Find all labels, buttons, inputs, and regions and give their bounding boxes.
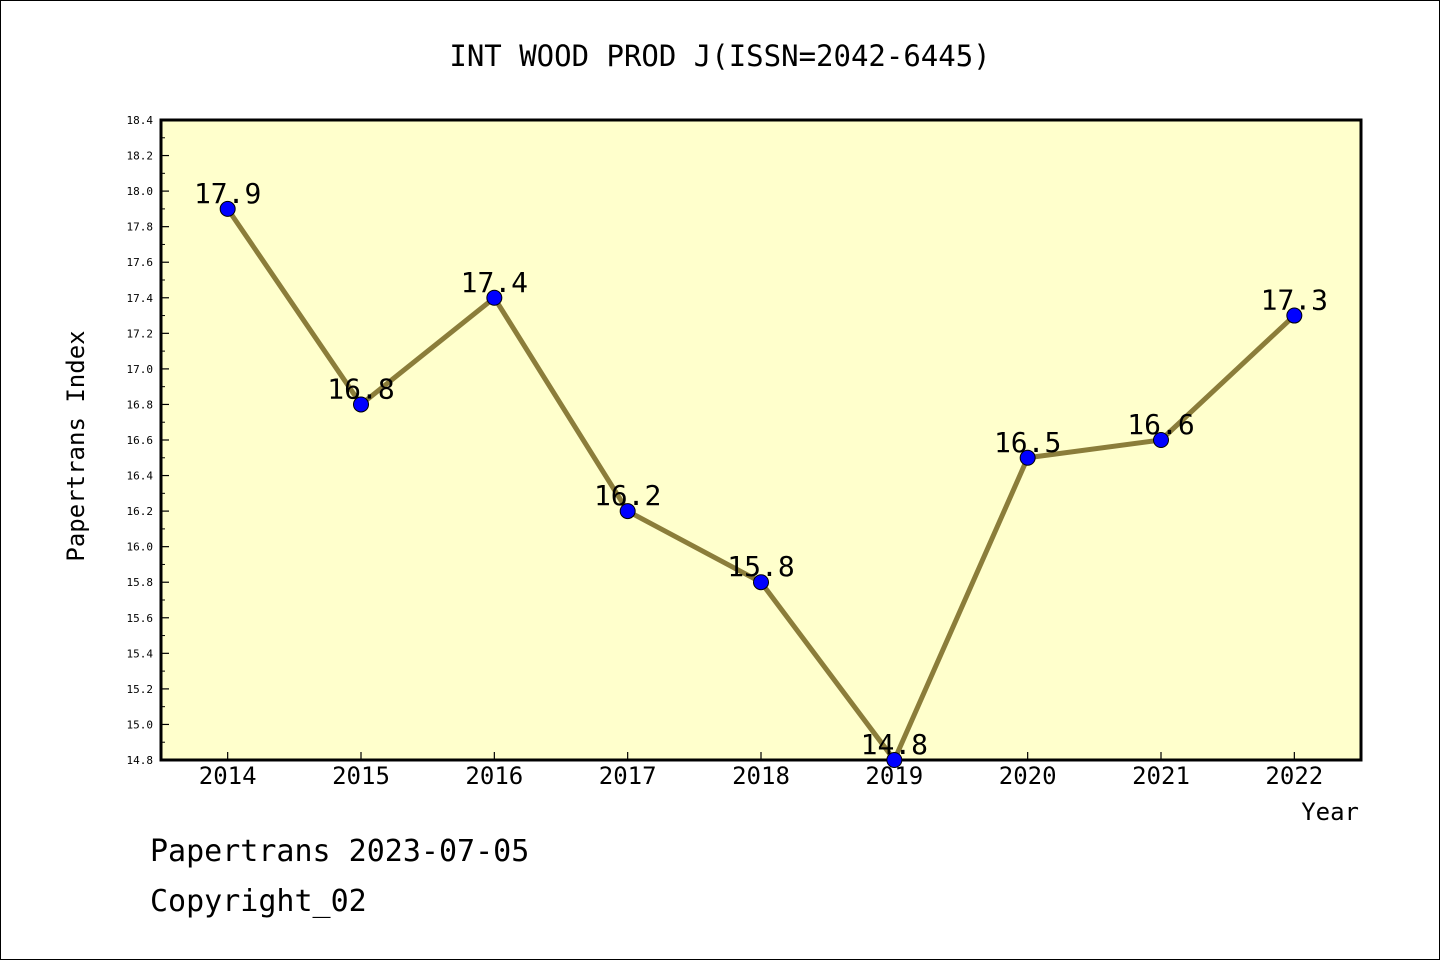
- x-tick-label: 2021: [1132, 762, 1190, 790]
- data-point: [886, 752, 903, 768]
- data-label: 16.2: [594, 479, 661, 512]
- x-tick-label: 2014: [199, 762, 257, 790]
- x-tick-label: 2020: [999, 762, 1057, 790]
- x-tick-label: 2015: [332, 762, 390, 790]
- y-axis: 14.8 15.0 15.2 15.4 15.6 15.8 16.0 16.2 16.4 16.6…: [127, 114, 169, 767]
- y-tick-label: 17.8: [127, 221, 154, 234]
- data-point: [486, 289, 503, 306]
- data-point: [1286, 307, 1303, 324]
- y-tick-label: 18.2: [127, 150, 154, 163]
- data-label: 16.5: [994, 426, 1061, 459]
- x-axis: 2014 2015 2016 2017 2018 2019 2020 2021 2022: [199, 752, 1323, 790]
- data-point: [353, 396, 369, 413]
- x-tick-label: 2017: [599, 762, 657, 790]
- data-label: 16.6: [1127, 408, 1194, 441]
- y-tick-label: 16.0: [127, 541, 154, 554]
- y-tick-label: 15.0: [127, 718, 154, 731]
- y-tick-label: 18.4: [127, 114, 154, 127]
- data-label: 16.8: [327, 372, 394, 405]
- footer-copyright-line: Copyright_02: [150, 884, 367, 919]
- y-tick-label: 16.4: [127, 470, 154, 483]
- y-axis-label: Papertrans Index: [62, 330, 90, 561]
- y-tick-label: 16.8: [127, 398, 154, 411]
- x-axis-label: Year: [1301, 798, 1359, 826]
- y-tick-label: 17.6: [127, 256, 154, 269]
- y-tick-label: 17.2: [127, 327, 154, 340]
- y-tick-label: 16.6: [127, 434, 154, 447]
- chart-title: INT WOOD PROD J(ISSN=2042-6445): [449, 39, 990, 73]
- data-label: 17.4: [461, 266, 528, 299]
- data-label: 14.8: [861, 728, 928, 761]
- y-tick-label: 15.2: [127, 683, 154, 696]
- y-tick-label: 16.2: [127, 505, 154, 518]
- y-tick-label: 15.4: [127, 647, 154, 660]
- footer-date-line: Papertrans 2023-07-05: [150, 834, 530, 869]
- y-tick-label: 15.8: [127, 576, 154, 589]
- data-point: [1019, 449, 1036, 466]
- data-label: 15.8: [727, 550, 794, 583]
- x-tick-label: 2018: [732, 762, 790, 790]
- y-tick-label: 18.0: [127, 185, 154, 198]
- data-point: [1153, 432, 1169, 448]
- y-tick-label: 17.4: [127, 292, 154, 305]
- data-point: [219, 200, 236, 217]
- data-label: 17.3: [1261, 284, 1328, 317]
- data-point: [753, 574, 769, 591]
- x-tick-label: 2022: [1265, 762, 1323, 790]
- y-tick-label: 15.6: [127, 612, 154, 625]
- x-tick-label: 2016: [465, 762, 523, 790]
- series-layer: 17.9 16.8 17.4 16.2 15.8 14.8 16.5 16.6 17.3: [194, 177, 1328, 768]
- y-tick-label: 17.0: [127, 363, 154, 376]
- y-tick-label: 14.8: [127, 754, 154, 767]
- data-label: 17.9: [194, 177, 261, 210]
- data-point: [619, 503, 636, 520]
